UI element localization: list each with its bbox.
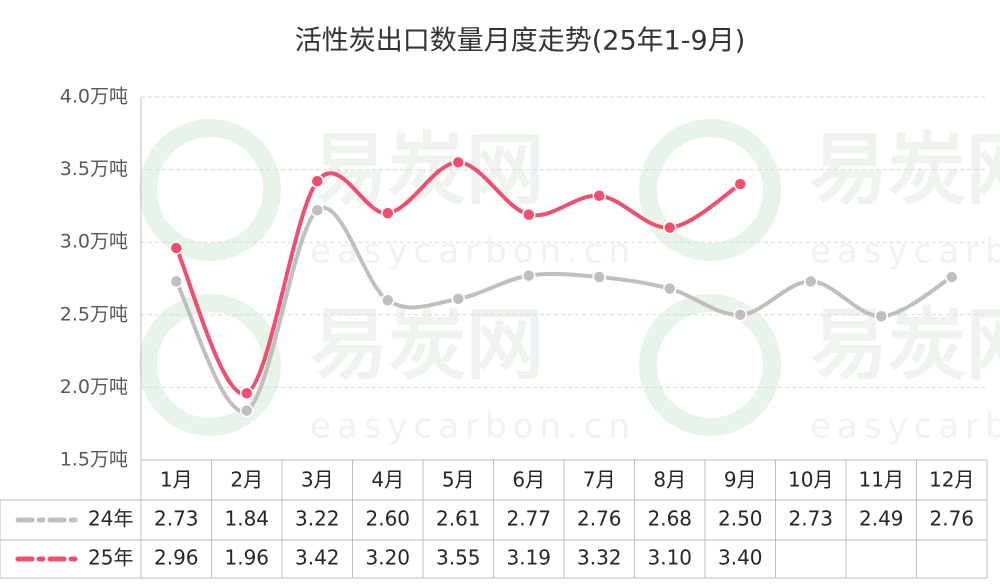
watermark-text: 易炭网 <box>810 125 1000 215</box>
x-tick-label: 4月 <box>371 468 404 492</box>
data-point <box>663 220 677 235</box>
x-tick-label: 11月 <box>859 468 904 492</box>
watermark-text: easycarbon.cn <box>810 232 1000 272</box>
x-tick-label: 2月 <box>230 468 263 492</box>
watermark-text: 易炭网 <box>810 300 1000 390</box>
data-point <box>451 292 465 306</box>
table-value: 3.19 <box>506 546 551 570</box>
data-point <box>733 308 747 322</box>
x-tick-label: 12月 <box>929 468 974 492</box>
watermark-logo <box>639 119 781 261</box>
data-point <box>169 274 183 289</box>
y-tick-label: 2.0万吨 <box>60 376 128 398</box>
data-point <box>804 274 818 289</box>
table-value: 1.96 <box>224 546 269 570</box>
data-point <box>733 177 747 191</box>
data-point <box>522 207 536 222</box>
watermark-logo <box>139 294 281 436</box>
y-tick-label: 3.5万吨 <box>60 158 128 180</box>
table-value: 2.60 <box>365 507 410 531</box>
data-point <box>381 206 395 220</box>
data-point <box>663 281 677 296</box>
table-value: 2.73 <box>788 507 833 531</box>
chart-title: 活性炭出口数量月度走势(25年1-9月) <box>295 26 746 57</box>
data-point <box>169 241 183 255</box>
data-point <box>592 188 606 203</box>
x-tick-label: 1月 <box>160 468 193 492</box>
watermark-text: easycarbon.cn <box>810 407 1000 447</box>
x-tick-label: 3月 <box>301 468 334 492</box>
data-point <box>240 403 254 418</box>
x-tick-label: 7月 <box>583 468 616 492</box>
x-tick-label: 5月 <box>442 468 475 492</box>
table-value: 3.42 <box>295 546 340 570</box>
watermark-logo <box>139 119 281 261</box>
table-value: 3.32 <box>577 546 622 570</box>
table-value: 2.77 <box>506 507 551 531</box>
x-tick-label: 10月 <box>788 468 833 492</box>
table-value: 2.68 <box>647 507 692 531</box>
x-tick-label: 9月 <box>724 468 757 492</box>
table-value: 2.76 <box>577 507 622 531</box>
table-value: 2.96 <box>154 546 199 570</box>
table-value: 3.55 <box>436 546 481 570</box>
data-point <box>240 386 254 400</box>
watermark-text: 易炭网 <box>310 300 544 390</box>
table-value: 2.76 <box>929 507 974 531</box>
table-value: 3.10 <box>647 546 692 570</box>
table-value: 2.50 <box>718 507 763 531</box>
data-point <box>874 309 888 324</box>
table-value: 2.49 <box>859 507 904 531</box>
table-value: 3.22 <box>295 507 340 531</box>
table-value: 1.84 <box>224 507 269 531</box>
data-point <box>310 203 324 218</box>
data-point <box>522 268 536 283</box>
data-point <box>592 270 606 284</box>
y-tick-label: 4.0万吨 <box>60 86 128 108</box>
y-tick-label: 2.5万吨 <box>60 303 128 325</box>
series-line <box>174 160 742 396</box>
data-point <box>381 293 395 308</box>
watermark-logo <box>639 294 781 436</box>
x-tick-label: 8月 <box>653 468 686 492</box>
y-tick-label: 3.0万吨 <box>60 231 128 253</box>
data-point <box>945 270 959 284</box>
table-value: 3.40 <box>718 546 763 570</box>
table-value: 3.20 <box>365 546 410 570</box>
table-value: 2.61 <box>436 507 481 531</box>
legend-label: 24年 <box>88 507 133 531</box>
watermark-text: easycarbon.cn <box>310 407 636 447</box>
data-point <box>310 174 324 188</box>
x-tick-label: 6月 <box>512 468 545 492</box>
y-tick-label: 1.5万吨 <box>60 449 128 471</box>
legend-label: 25年 <box>88 546 133 570</box>
data-point <box>451 155 465 170</box>
watermark: 易炭网 easycarbon.cn 易炭网 easycarbon.cn 易炭网 easyc… <box>139 119 1000 447</box>
table-value: 2.73 <box>154 507 199 531</box>
